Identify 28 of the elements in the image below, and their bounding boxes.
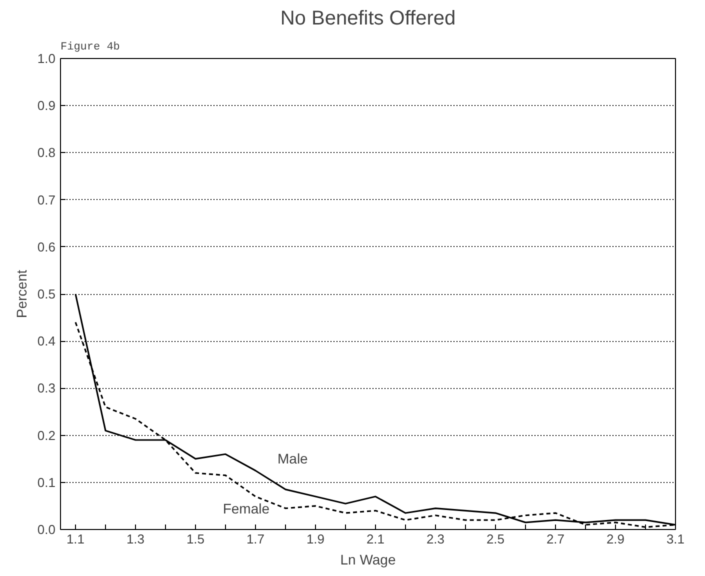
x-tick-label: 1.1 xyxy=(66,532,85,546)
x-tick-label: 1.5 xyxy=(186,532,205,546)
x-tick-label: 2.7 xyxy=(546,532,565,546)
x-axis-title: Ln Wage xyxy=(340,552,396,568)
y-tick-label: 1.0 xyxy=(37,51,56,66)
y-tick-label: 0.1 xyxy=(37,474,56,490)
y-tick-label: 0.0 xyxy=(37,522,56,537)
y-tick-label: 0.6 xyxy=(37,239,56,254)
x-tick-label: 1.7 xyxy=(246,532,265,546)
x-tick-label: 2.3 xyxy=(426,532,445,546)
y-tick-label: 0.3 xyxy=(37,380,56,396)
y-tick-label: 0.2 xyxy=(37,428,56,443)
x-tick-label: 1.3 xyxy=(126,532,145,546)
y-tick-label: 0.9 xyxy=(37,98,56,114)
y-tick-label: 0.7 xyxy=(37,192,56,208)
x-tick-label: 2.1 xyxy=(366,532,385,546)
series-label: Male xyxy=(278,450,308,467)
caption: Figure 4b xyxy=(60,42,120,54)
series-label: Female xyxy=(222,500,270,517)
chart-title: No Benefits Offered xyxy=(280,8,456,30)
y-tick-label: 0.5 xyxy=(37,286,56,302)
y-tick-label: 0.8 xyxy=(37,145,56,160)
x-tick-label: 3.1 xyxy=(666,532,685,546)
x-tick-label: 2.5 xyxy=(486,532,505,546)
y-tick-label: 0.4 xyxy=(37,334,56,349)
x-tick-label: 1.9 xyxy=(306,532,325,546)
x-tick-label: 2.9 xyxy=(606,532,625,546)
y-axis-title: Percent xyxy=(13,270,30,318)
